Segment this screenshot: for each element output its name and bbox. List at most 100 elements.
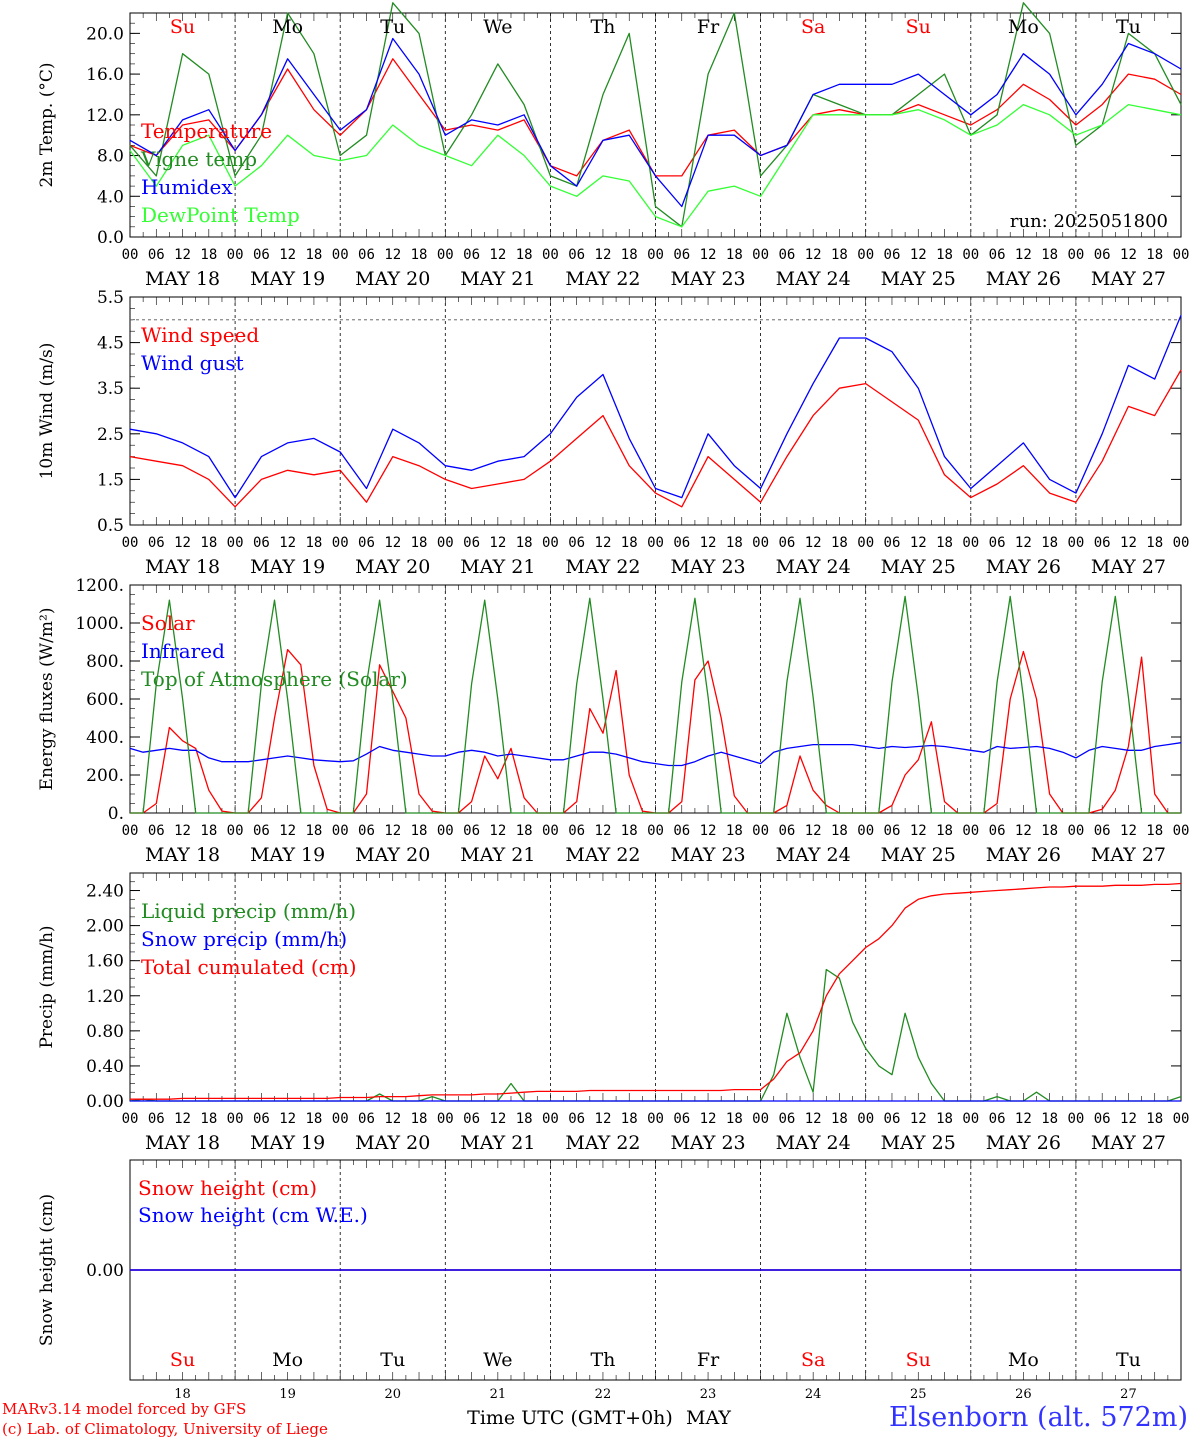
- day-number-label: 27: [1120, 1387, 1137, 1402]
- y-tick-label: 4.5: [97, 334, 124, 354]
- weekday-label: Tu: [1116, 16, 1141, 38]
- hour-tick-label: 12: [700, 535, 717, 551]
- hour-tick-label: 12: [1120, 535, 1137, 551]
- hour-tick-label: 12: [279, 247, 296, 263]
- hour-tick-label: 18: [1146, 535, 1163, 551]
- hour-tick-label: 06: [568, 247, 585, 263]
- model-credit: MARv3.14 model forced by GFS: [2, 1400, 247, 1418]
- hour-tick-label: 00: [752, 535, 769, 551]
- hour-tick-label: 00: [647, 823, 664, 839]
- y-tick-label: 1.60: [86, 952, 124, 972]
- y-tick-label: 2.00: [86, 917, 124, 937]
- hour-tick-label: 12: [700, 247, 717, 263]
- hour-tick-label: 00: [962, 247, 979, 263]
- date-label: MAY 23: [670, 268, 745, 290]
- hour-tick-label: 12: [595, 1111, 612, 1127]
- weekday-label: We: [483, 16, 512, 38]
- station-label: Elsenborn (alt. 572m): [889, 1402, 1188, 1433]
- hour-tick-label: 06: [884, 535, 901, 551]
- series-line-infrared: [129, 742, 1182, 767]
- hour-tick-label: 00: [332, 1111, 349, 1127]
- hour-tick-label: 06: [778, 1111, 795, 1127]
- hour-tick-label: 18: [726, 823, 743, 839]
- hour-tick-label: 00: [227, 247, 244, 263]
- day-number-label: 19: [279, 1387, 296, 1402]
- date-label: MAY 26: [986, 1132, 1061, 1154]
- hour-tick-label: 12: [805, 247, 822, 263]
- weekday-label: Sa: [801, 1349, 825, 1371]
- y-tick-label: 20.0: [86, 24, 124, 44]
- hour-tick-label: 12: [805, 823, 822, 839]
- hour-tick-label: 12: [174, 823, 191, 839]
- hour-tick-label: 06: [253, 535, 270, 551]
- y-tick-label: 1200.: [75, 576, 124, 596]
- hour-tick-label: 18: [411, 247, 428, 263]
- day-number-label: 25: [910, 1387, 927, 1402]
- hour-tick-label: 18: [200, 535, 217, 551]
- hour-tick-label: 18: [621, 535, 638, 551]
- weekday-label: Su: [906, 1349, 931, 1371]
- hour-tick-label: 12: [700, 823, 717, 839]
- y-tick-label: 3.5: [97, 379, 124, 399]
- weekday-label: Mo: [272, 16, 303, 38]
- hour-tick-label: 18: [411, 823, 428, 839]
- hour-tick-label: 12: [279, 1111, 296, 1127]
- hour-tick-label: 12: [1120, 1111, 1137, 1127]
- hour-tick-label: 00: [542, 1111, 559, 1127]
- hour-tick-label: 06: [463, 535, 480, 551]
- hour-tick-label: 06: [673, 535, 690, 551]
- hour-tick-label: 18: [726, 247, 743, 263]
- hour-tick-label: 18: [1146, 247, 1163, 263]
- weekday-label: Th: [590, 16, 615, 38]
- hour-tick-label: 18: [936, 535, 953, 551]
- hour-tick-label: 06: [148, 247, 165, 263]
- hour-tick-label: 00: [857, 823, 874, 839]
- hour-tick-label: 06: [148, 823, 165, 839]
- date-label: MAY 26: [986, 844, 1061, 866]
- date-label: MAY 21: [460, 1132, 535, 1154]
- y-tick-label: 1000.: [75, 614, 124, 634]
- y-tick-label: 400.: [86, 728, 124, 748]
- hour-tick-label: 12: [384, 247, 401, 263]
- weekday-label: We: [483, 1349, 512, 1371]
- hour-tick-label: 00: [752, 823, 769, 839]
- y-tick-label: 5.5: [97, 288, 124, 308]
- hour-tick-label: 00: [752, 1111, 769, 1127]
- hour-tick-label: 18: [621, 823, 638, 839]
- y-tick-label: 1.20: [86, 987, 124, 1007]
- hour-tick-label: 18: [1041, 1111, 1058, 1127]
- hour-tick-label: 18: [1146, 823, 1163, 839]
- date-label: MAY 18: [145, 1132, 220, 1154]
- hour-tick-label: 00: [647, 247, 664, 263]
- panel-3: 0. 200. 400. 600. 800. 1000. 1200. Energy fluxe…: [37, 576, 1189, 866]
- weekday-label: Mo: [1008, 16, 1039, 38]
- hour-tick-label: 00: [227, 1111, 244, 1127]
- date-label: MAY 24: [776, 268, 851, 290]
- hour-tick-label: 12: [1015, 247, 1032, 263]
- hour-tick-label: 06: [673, 823, 690, 839]
- date-label: MAY 20: [355, 1132, 430, 1154]
- hour-tick-label: 00: [437, 247, 454, 263]
- day-number-label: 18: [174, 1387, 191, 1402]
- hour-tick-label: 18: [831, 535, 848, 551]
- date-label: MAY 18: [145, 844, 220, 866]
- hour-tick-label: 12: [910, 247, 927, 263]
- hour-tick-label: 12: [1015, 823, 1032, 839]
- legend-entry: DewPoint Temp: [141, 203, 300, 227]
- y-tick-label: 0.00: [86, 1092, 124, 1112]
- hour-tick-label: 06: [884, 823, 901, 839]
- date-label: MAY 23: [670, 844, 745, 866]
- date-label: MAY 21: [460, 844, 535, 866]
- hour-tick-label: 12: [595, 535, 612, 551]
- date-label: MAY 21: [460, 556, 535, 578]
- hour-tick-label: 00: [1173, 1111, 1190, 1127]
- hour-tick-label: 12: [910, 823, 927, 839]
- hour-tick-label: 00: [542, 535, 559, 551]
- hour-tick-label: 00: [857, 535, 874, 551]
- hour-tick-label: 00: [1067, 247, 1084, 263]
- panel-5: 0.00 Snow height (cm) Snow height (cm) Snow…: [37, 1159, 1182, 1429]
- legend-entry: Top of Atmosphere (Solar): [141, 667, 408, 691]
- y-axis-label: 2m Temp. (°C): [37, 62, 57, 187]
- date-label: MAY 26: [986, 268, 1061, 290]
- hour-tick-label: 06: [148, 535, 165, 551]
